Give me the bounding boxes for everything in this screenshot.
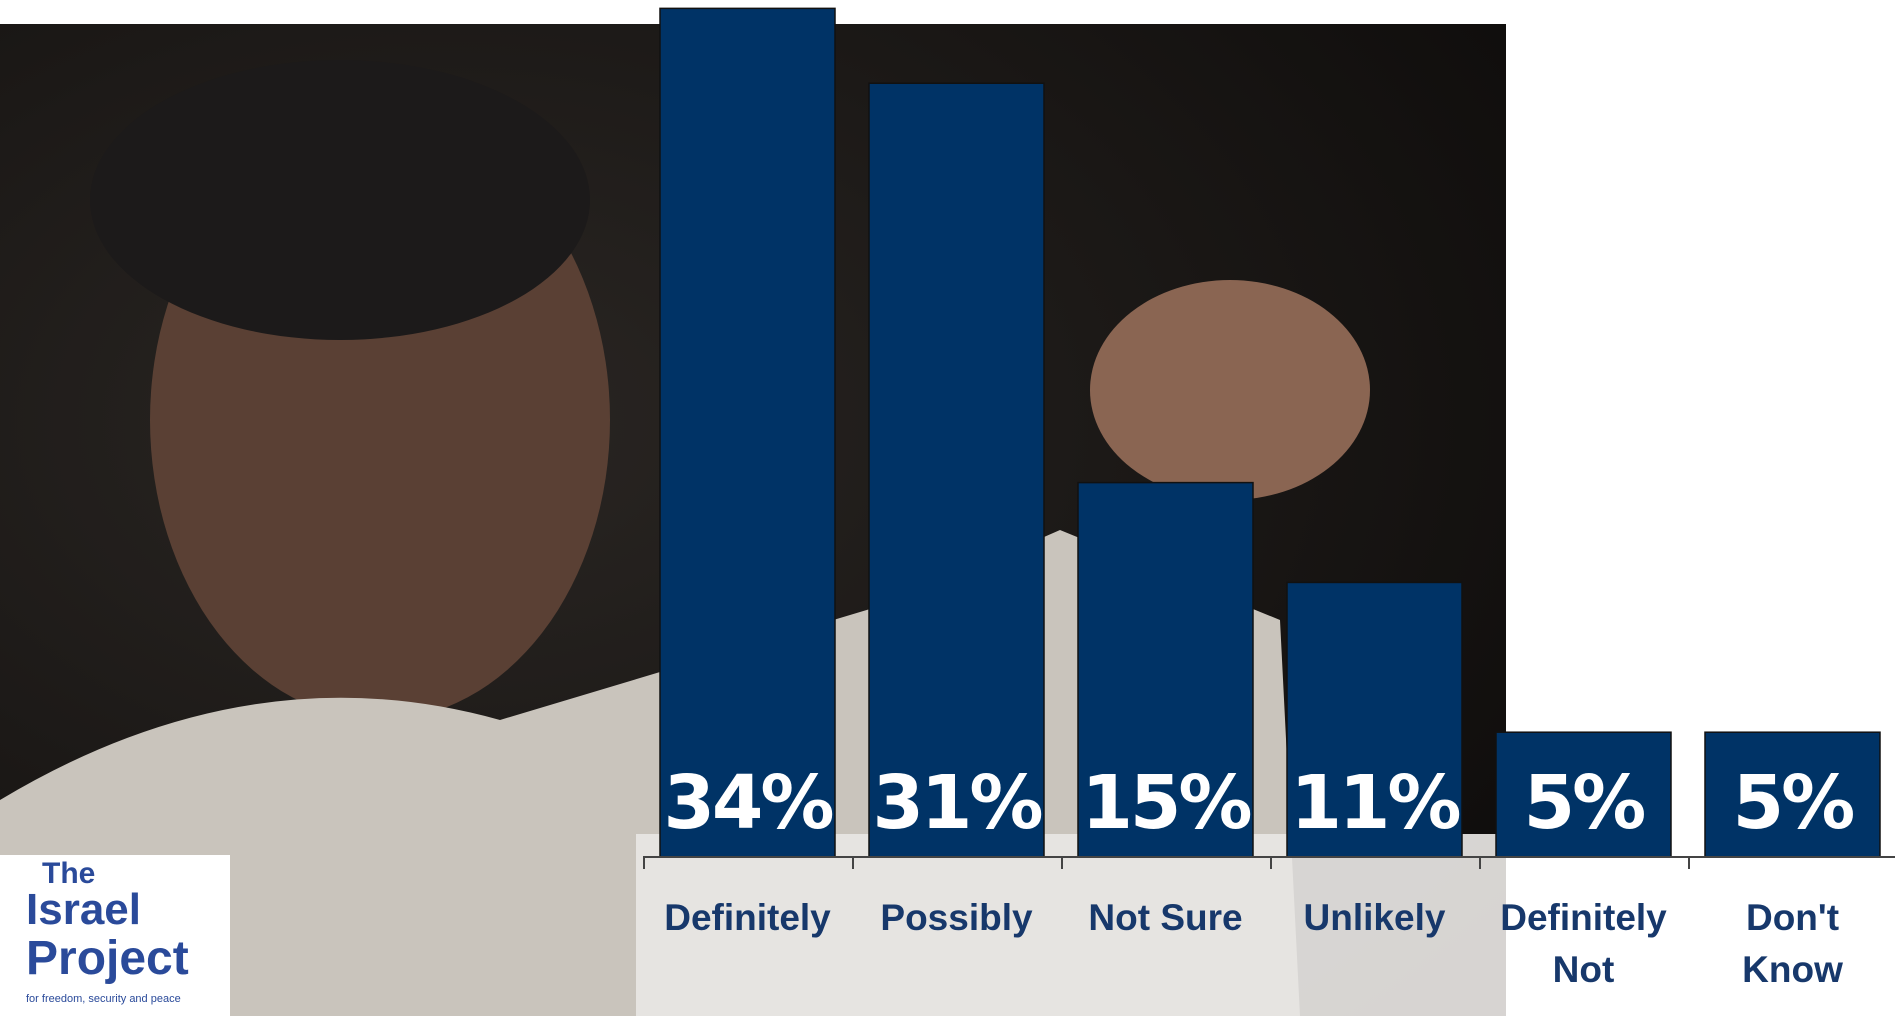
value-label: 31% — [872, 760, 1041, 846]
logo-text: Project — [26, 932, 189, 985]
logo: The Israel Project for freedom, security… — [0, 855, 230, 1016]
x-tick-label: Definitely Not — [1500, 897, 1667, 990]
x-tick-label: Possibly — [880, 897, 1033, 938]
bar — [1495, 731, 1672, 858]
photo-hair — [90, 60, 590, 340]
value-label: 11% — [1290, 760, 1459, 846]
x-tick-label: Not Sure — [1088, 897, 1243, 938]
photo-hand — [1090, 280, 1370, 500]
bar — [1286, 581, 1463, 858]
value-label: 15% — [1081, 760, 1250, 846]
bar — [1704, 731, 1881, 858]
value-label: 34% — [663, 760, 832, 846]
value-label: 5% — [1524, 760, 1644, 846]
logo-tagline: for freedom, security and peace — [26, 993, 181, 1005]
bar — [659, 7, 836, 858]
x-tick-label: Definitely — [664, 897, 831, 938]
x-tick-label: Unlikely — [1303, 897, 1446, 938]
bar — [868, 82, 1045, 858]
label-panel — [636, 834, 1506, 1016]
x-tick-label: Don't Know — [1742, 897, 1843, 990]
logo-text: Israel — [26, 885, 141, 934]
bar — [1077, 481, 1254, 858]
logo-text: The — [42, 857, 96, 890]
value-label: 5% — [1733, 760, 1853, 846]
